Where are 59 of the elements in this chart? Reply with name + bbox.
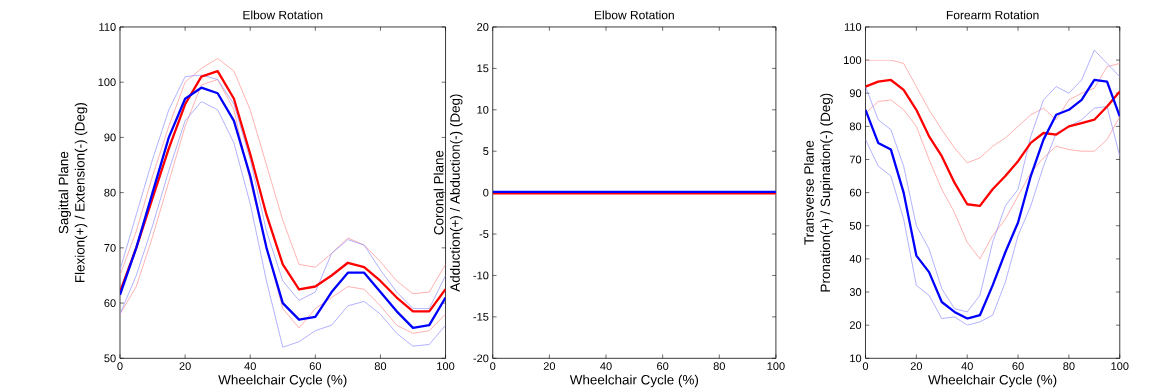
x-tick-label: 40 — [244, 362, 256, 370]
y-tick-label: 90 — [849, 89, 862, 98]
x-axis-title: Wheelchair Cycle (%) — [928, 374, 1057, 388]
y-tick-label: 15 — [477, 64, 489, 73]
y-tick-label: 100 — [844, 56, 862, 64]
y-tick-label: 20 — [849, 321, 862, 329]
y-tick-label: 10 — [477, 105, 489, 114]
y-tick-label: 70 — [104, 243, 116, 252]
y-tick-label: 5 — [483, 147, 489, 155]
x-tick-label: 0 — [490, 362, 496, 370]
x-tick-label: 60 — [309, 362, 322, 370]
y-tick-label: 80 — [104, 188, 116, 197]
x-tick-label: 60 — [657, 362, 669, 370]
line-series — [865, 99, 1120, 260]
y-tick-label: -10 — [473, 271, 489, 280]
y-tick-label: 0 — [483, 188, 489, 197]
x-axis-title: Wheelchair Cycle (%) — [218, 374, 347, 388]
x-tick-label: 40 — [961, 362, 973, 370]
x-tick-label: 80 — [1063, 362, 1075, 370]
y-tick-label: 90 — [104, 133, 116, 142]
y-tick-label: 20 — [477, 22, 489, 31]
y-tick-label: 50 — [849, 221, 862, 230]
x-tick-label: 100 — [767, 362, 785, 370]
x-axis-title: Wheelchair Cycle (%) — [569, 374, 699, 388]
y-tick-label: -15 — [473, 312, 489, 321]
x-tick-label: 20 — [543, 362, 556, 370]
text: Flexion(+) / Extension(-) (Deg) — [74, 102, 88, 282]
x-tick-label: 0 — [117, 362, 123, 370]
y-tick-label: 110 — [99, 22, 116, 31]
chart-title: Elbow Rotation — [594, 10, 674, 20]
x-tick-label: 0 — [862, 362, 869, 370]
y-tick-label: 60 — [849, 188, 862, 197]
text: Transverse Plane — [803, 140, 814, 245]
chart-title: Forearm Rotation — [946, 10, 1039, 20]
text: Sagittal Plane — [58, 151, 71, 234]
chart-title: Elbow Rotation — [243, 10, 323, 20]
y-tick-label: 30 — [849, 288, 862, 296]
text: Adduction(+) / Abduction(-) (Deg) — [449, 94, 463, 292]
x-tick-label: 40 — [600, 362, 612, 370]
y-tick-label: 100 — [98, 78, 116, 87]
y-tick-label: 110 — [844, 22, 862, 31]
x-tick-label: 80 — [374, 362, 387, 370]
y-tick-label: 70 — [849, 155, 862, 164]
y-tick-label: 10 — [850, 354, 862, 363]
x-tick-label: 60 — [1012, 362, 1024, 370]
y-tick-label: 50 — [104, 354, 116, 363]
text: Coronal Plane — [433, 150, 444, 235]
x-tick-label: 20 — [179, 362, 191, 370]
text: Pronation(+) / Supination(-) (Deg) — [820, 93, 833, 292]
x-tick-label: 80 — [713, 362, 725, 370]
x-tick-label: 100 — [1111, 362, 1129, 370]
y-tick-label: 40 — [849, 254, 862, 263]
x-tick-label: 20 — [910, 362, 923, 370]
line-series — [865, 78, 1120, 207]
y-tick-label: -5 — [479, 230, 489, 238]
x-tick-label: 100 — [437, 362, 455, 370]
y-tick-label: 80 — [849, 122, 862, 131]
y-tick-label: -20 — [473, 354, 489, 363]
y-tick-label: 60 — [104, 299, 116, 307]
